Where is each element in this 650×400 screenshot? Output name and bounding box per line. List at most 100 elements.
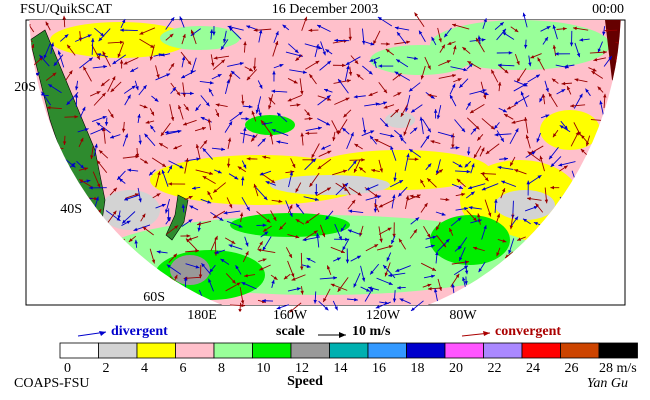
wind-arrowhead [220, 258, 225, 263]
wind-arrowhead [471, 163, 475, 168]
wind-arrowhead [445, 197, 450, 202]
wind-arrowhead [573, 26, 577, 31]
wind-arrowhead [463, 67, 468, 72]
wind-arrowhead [415, 217, 420, 222]
wind-arrowhead [581, 134, 585, 139]
wind-arrowhead [526, 180, 530, 185]
wind-arrowhead [149, 171, 153, 176]
wind-arrowhead [375, 305, 380, 309]
wind-arrowhead [302, 237, 307, 242]
wind-arrowhead [368, 92, 373, 96]
wind-arrowhead [228, 72, 233, 77]
wind-arrowhead [561, 81, 566, 86]
wind-arrowhead [259, 172, 264, 176]
wind-arrowhead [397, 92, 402, 96]
wind-arrowhead [217, 170, 222, 174]
wind-arrowhead [208, 88, 213, 93]
colorbar-tick-label: 28 m/s [599, 361, 637, 376]
wind-arrowhead [502, 108, 507, 113]
wind-arrowhead [82, 106, 86, 111]
wind-arrowhead [113, 187, 117, 192]
wind-arrowhead [374, 244, 379, 248]
wind-arrowhead [369, 58, 374, 62]
wind-arrowhead [234, 175, 239, 180]
wind-arrowhead [189, 205, 194, 209]
wind-arrowhead [134, 239, 138, 244]
wind-arrowhead [554, 52, 559, 56]
wind-arrowhead [510, 162, 514, 167]
wind-arrowhead [419, 116, 424, 121]
wind-arrowhead [562, 27, 567, 31]
wind-arrowhead [609, 307, 614, 311]
wind-arrowhead [133, 227, 138, 232]
wind-arrowhead [374, 139, 379, 143]
wind-arrowhead [306, 264, 311, 268]
wind-arrowhead [425, 135, 430, 140]
wind-arrowhead [485, 150, 490, 155]
wind-arrowhead [530, 55, 535, 59]
wind-arrowhead [283, 275, 288, 280]
wind-arrowhead [119, 178, 123, 183]
wind-arrowhead [567, 86, 571, 91]
wind-arrowhead [393, 177, 397, 182]
wind-arrowhead [508, 51, 513, 55]
wind-arrowhead [50, 42, 55, 47]
wind-arrowhead [466, 151, 471, 156]
wind-arrowhead [577, 131, 581, 136]
wind-arrowhead [170, 17, 175, 22]
wind-arrowhead [544, 36, 548, 41]
wind-arrowhead [352, 160, 357, 165]
wind-arrowhead [487, 212, 492, 217]
wind-arrowhead [345, 259, 350, 264]
wind-arrowhead [239, 212, 244, 217]
wind-arrowhead [246, 157, 251, 161]
wind-arrowhead [403, 131, 407, 136]
wind-arrowhead [388, 273, 393, 277]
wind-arrowhead [539, 155, 543, 160]
wind-arrowhead [384, 272, 389, 277]
colorbar-tick-label: 14 [334, 361, 348, 376]
wind-arrowhead [242, 164, 247, 169]
wind-arrowhead [74, 93, 79, 98]
wind-arrowhead [202, 176, 207, 180]
wind-arrowhead [515, 128, 519, 133]
wind-arrowhead [52, 72, 57, 77]
wind-arrowhead [80, 137, 84, 142]
wind-arrowhead [433, 288, 438, 293]
wind-arrowhead [327, 150, 332, 154]
wind-arrowhead [208, 278, 212, 283]
wind-arrowhead [410, 307, 415, 311]
wind-arrowhead [209, 171, 214, 175]
colorbar-bin [136, 342, 176, 359]
wind-arrowhead [231, 279, 236, 284]
wind-arrowhead [262, 299, 266, 303]
wind-arrowhead [502, 239, 507, 243]
wind-arrowhead [102, 51, 106, 56]
wind-arrowhead [391, 239, 395, 244]
colorbar-tick-label: 18 [411, 361, 425, 376]
colorbar-tick-label: 2 [103, 361, 110, 376]
wind-arrowhead [110, 113, 114, 118]
wind-arrowhead [195, 107, 200, 112]
wind-arrowhead [496, 252, 500, 257]
colorbar-tick-label: 6 [180, 361, 187, 376]
wind-arrowhead [265, 181, 270, 185]
wind-arrowhead [101, 92, 106, 97]
colorbar: 0 2 4 6 8 10 12 14 16 18 20 22 24 26 28 m/s [59, 342, 638, 376]
wind-arrowhead [313, 299, 317, 304]
wind-arrowhead [96, 55, 100, 60]
wind-arrowhead [277, 112, 281, 117]
wind-arrowhead [124, 133, 129, 138]
wind-arrowhead [318, 45, 323, 50]
wind-arrowhead [420, 75, 425, 80]
wind-arrowhead [263, 196, 268, 201]
wind-arrowhead [98, 37, 103, 42]
wind-arrowhead [21, 154, 25, 157]
wind-arrowhead [83, 66, 87, 71]
wind-arrowhead [378, 64, 383, 68]
wind-arrowhead [580, 148, 585, 153]
wind-arrowhead [103, 64, 108, 69]
wind-arrowhead [187, 60, 192, 65]
wind-arrowhead [509, 225, 514, 230]
wind-arrowhead [418, 30, 423, 35]
